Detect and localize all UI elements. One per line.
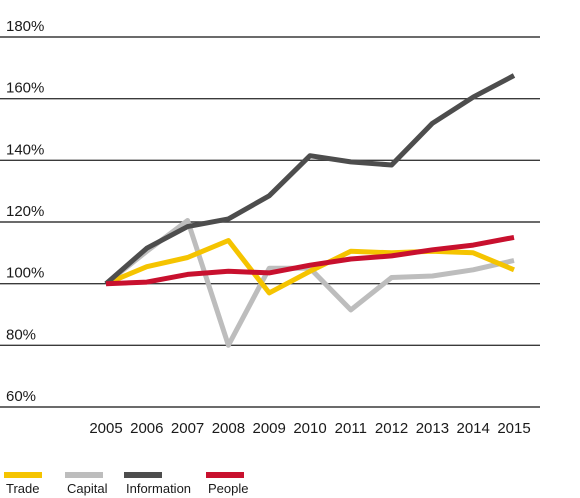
y-tick-label: 60% xyxy=(6,388,36,405)
legend: Trade Capital Information People xyxy=(4,472,248,496)
x-tick-label: 2011 xyxy=(335,420,367,437)
legend-swatch-people xyxy=(206,472,244,478)
x-tick-label: 2008 xyxy=(212,420,245,437)
x-tick-label: 2005 xyxy=(89,420,122,437)
series-line-people xyxy=(105,234,515,287)
x-axis-ticks: 2005 2006 2007 2008 2009 2010 2011 2012 2013 2014… xyxy=(89,420,530,437)
series-line-capital xyxy=(104,218,515,348)
y-tick-label: 80% xyxy=(6,326,36,343)
legend-label-information: Information xyxy=(126,481,191,496)
x-tick-label: 2009 xyxy=(253,420,286,437)
x-tick-label: 2013 xyxy=(416,420,449,437)
series-layer xyxy=(104,73,516,348)
y-tick-label: 180% xyxy=(6,18,44,35)
y-tick-label: 140% xyxy=(6,141,44,158)
series-line-information xyxy=(104,73,516,286)
y-tick-label: 160% xyxy=(6,80,44,97)
series-line-trade xyxy=(105,238,515,296)
legend-swatch-information xyxy=(124,472,162,478)
legend-label-capital: Capital xyxy=(67,481,108,496)
x-tick-label: 2014 xyxy=(457,420,490,437)
y-axis-ticks: 180% 160% 140% 120% 100% 80% 60% xyxy=(6,18,44,405)
legend-swatch-capital xyxy=(65,472,103,478)
x-tick-label: 2006 xyxy=(130,420,163,437)
x-tick-label: 2012 xyxy=(375,420,408,437)
x-tick-label: 2010 xyxy=(293,420,326,437)
y-tick-label: 120% xyxy=(6,203,44,220)
grid-layer xyxy=(0,36,540,408)
legend-swatch-trade xyxy=(4,472,42,478)
x-tick-label: 2015 xyxy=(497,420,530,437)
legend-label-people: People xyxy=(208,481,248,496)
legend-label-trade: Trade xyxy=(6,481,39,496)
y-tick-label: 100% xyxy=(6,265,44,282)
x-tick-label: 2007 xyxy=(171,420,204,437)
